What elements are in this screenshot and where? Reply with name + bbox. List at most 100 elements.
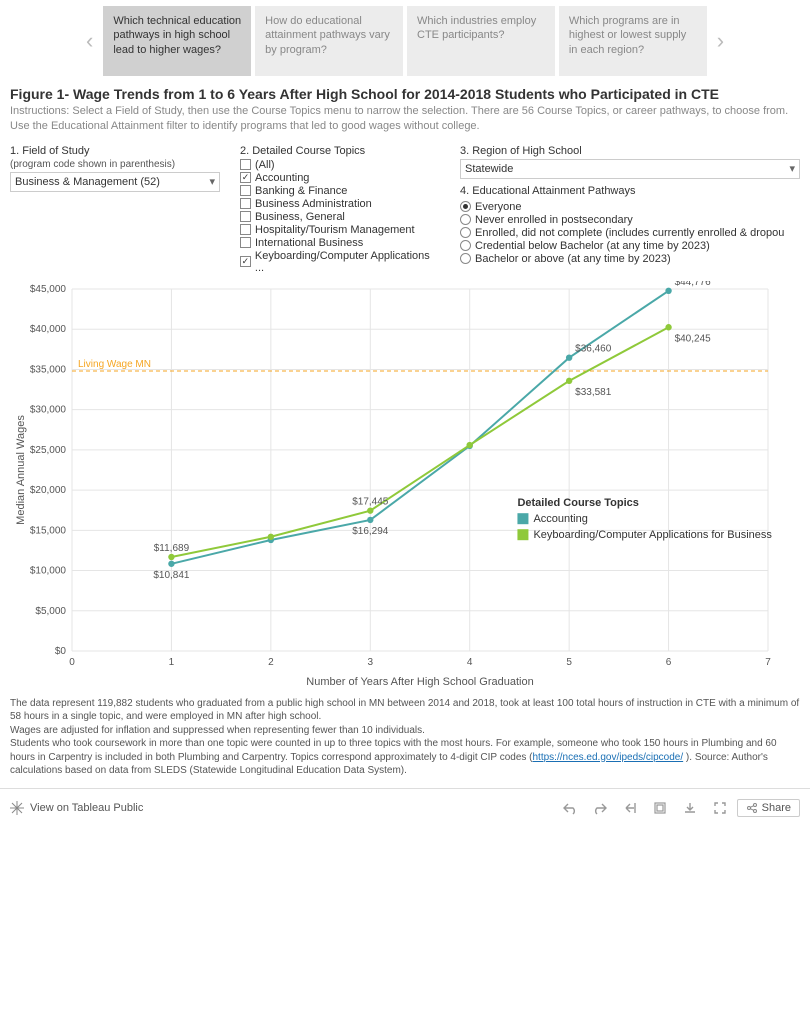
attainment-radio[interactable]: Enrolled, did not complete (includes cur… [460, 227, 800, 239]
svg-text:$25,000: $25,000 [30, 445, 67, 456]
filter-course-topics: 2. Detailed Course Topics (All)Accountin… [240, 145, 440, 275]
tab[interactable]: Which industries employ CTE participants… [407, 6, 555, 76]
filters-region: 1. Field of Study (program code shown in… [10, 145, 800, 275]
svg-text:$15,000: $15,000 [30, 525, 67, 536]
course-topic-checkbox[interactable]: Banking & Finance [240, 185, 440, 197]
filter-label: 2. Detailed Course Topics [240, 145, 440, 157]
svg-text:$45,000: $45,000 [30, 284, 67, 295]
svg-text:6: 6 [666, 657, 672, 668]
tab[interactable]: Which programs are in highest or lowest … [559, 6, 707, 76]
view-on-tableau-label: View on Tableau Public [30, 802, 143, 814]
fullscreen-button[interactable] [707, 797, 733, 819]
svg-text:$33,581: $33,581 [575, 387, 612, 398]
wage-chart: $0$5,000$10,000$15,000$20,000$25,000$30,… [10, 281, 800, 691]
svg-text:$44,776: $44,776 [675, 281, 712, 288]
course-topic-checkbox[interactable]: Keyboarding/Computer Applications ... [240, 250, 440, 274]
region-dropdown[interactable]: Statewide [460, 159, 800, 179]
svg-text:$20,000: $20,000 [30, 485, 67, 496]
share-label: Share [762, 802, 791, 814]
checkbox-label: (All) [255, 159, 275, 171]
course-topic-checkbox[interactable]: Business Administration [240, 198, 440, 210]
footnote: The data represent 119,882 students who … [10, 697, 800, 778]
reset-button[interactable] [617, 797, 643, 819]
download-icon[interactable] [647, 797, 673, 819]
checkbox-label: Banking & Finance [255, 185, 347, 197]
svg-text:5: 5 [566, 657, 572, 668]
filter-field-of-study: 1. Field of Study (program code shown in… [10, 145, 220, 275]
filter-label: 4. Educational Attainment Pathways [460, 185, 800, 197]
radio-icon [460, 201, 471, 212]
svg-text:Living Wage MN: Living Wage MN [78, 359, 151, 370]
svg-text:1: 1 [169, 657, 175, 668]
svg-text:$40,245: $40,245 [675, 333, 712, 344]
radio-icon [460, 253, 471, 264]
svg-text:Keyboarding/Computer Applicati: Keyboarding/Computer Applications for Bu… [533, 529, 772, 541]
dropdown-value: Statewide [465, 163, 513, 175]
checkbox-label: Keyboarding/Computer Applications ... [255, 250, 440, 274]
svg-text:$40,000: $40,000 [30, 324, 67, 335]
share-button[interactable]: Share [737, 799, 800, 817]
svg-text:4: 4 [467, 657, 473, 668]
checkbox-label: International Business [255, 237, 363, 249]
svg-text:$16,294: $16,294 [352, 526, 389, 537]
dropdown-value: Business & Management (52) [15, 176, 160, 188]
checkbox-icon [240, 211, 251, 222]
cip-link[interactable]: https://nces.ed.gov/ipeds/cipcode/ [533, 752, 684, 763]
attainment-radio[interactable]: Never enrolled in postsecondary [460, 214, 800, 226]
svg-text:$17,445: $17,445 [352, 496, 389, 507]
checkbox-label: Business, General [255, 211, 345, 223]
footnote-p3: Students who took coursework in more tha… [10, 737, 800, 778]
radio-icon [460, 240, 471, 251]
radio-label: Bachelor or above (at any time by 2023) [475, 253, 671, 265]
svg-text:$11,689: $11,689 [154, 543, 190, 554]
checkbox-label: Business Administration [255, 198, 372, 210]
tab-next-arrow[interactable]: › [711, 28, 730, 54]
filter-right-col: 3. Region of High School Statewide 4. Ed… [460, 145, 800, 275]
filter-label: 1. Field of Study [10, 145, 220, 157]
checkbox-icon [240, 185, 251, 196]
svg-text:$36,460: $36,460 [575, 343, 612, 354]
attainment-radio[interactable]: Everyone [460, 201, 800, 213]
bottom-toolbar: View on Tableau Public Share [0, 788, 810, 827]
svg-text:3: 3 [368, 657, 374, 668]
radio-label: Enrolled, did not complete (includes cur… [475, 227, 784, 239]
radio-icon [460, 214, 471, 225]
checkbox-icon [240, 224, 251, 235]
svg-text:7: 7 [765, 657, 771, 668]
download-button[interactable] [677, 797, 703, 819]
tab-strip: ‹ Which technical education pathways in … [10, 6, 800, 76]
svg-text:$5,000: $5,000 [35, 606, 66, 617]
svg-text:$10,000: $10,000 [30, 565, 67, 576]
svg-text:$10,841: $10,841 [153, 570, 190, 581]
course-topic-checkbox[interactable]: Hospitality/Tourism Management [240, 224, 440, 236]
figure-title: Figure 1- Wage Trends from 1 to 6 Years … [10, 86, 800, 102]
course-topic-checkbox[interactable]: Accounting [240, 172, 440, 184]
filter-sublabel: (program code shown in parenthesis) [10, 159, 220, 170]
radio-label: Credential below Bachelor (at any time b… [475, 240, 710, 252]
attainment-radio[interactable]: Bachelor or above (at any time by 2023) [460, 253, 800, 265]
view-on-tableau-button[interactable]: View on Tableau Public [10, 801, 143, 815]
course-topic-checkbox[interactable]: International Business [240, 237, 440, 249]
footnote-p1: The data represent 119,882 students who … [10, 697, 800, 724]
redo-button[interactable] [587, 797, 613, 819]
attainment-radio[interactable]: Credential below Bachelor (at any time b… [460, 240, 800, 252]
undo-button[interactable] [557, 797, 583, 819]
tab[interactable]: How do educational attainment pathways v… [255, 6, 403, 76]
course-topic-checkbox[interactable]: Business, General [240, 211, 440, 223]
tab-prev-arrow[interactable]: ‹ [80, 28, 99, 54]
share-icon [746, 802, 758, 814]
checkbox-label: Hospitality/Tourism Management [255, 224, 415, 236]
svg-text:$35,000: $35,000 [30, 364, 67, 375]
checkbox-icon [240, 237, 251, 248]
checkbox-icon [240, 159, 251, 170]
checkbox-icon [240, 256, 251, 267]
footnote-p2: Wages are adjusted for inflation and sup… [10, 724, 800, 738]
svg-text:$30,000: $30,000 [30, 404, 67, 415]
checkbox-icon [240, 172, 251, 183]
svg-text:Detailed Course Topics: Detailed Course Topics [517, 497, 638, 509]
figure-instructions: Instructions: Select a Field of Study, t… [10, 104, 800, 135]
course-topic-checkbox[interactable]: (All) [240, 159, 440, 171]
field-of-study-dropdown[interactable]: Business & Management (52) [10, 172, 220, 192]
checkbox-label: Accounting [255, 172, 309, 184]
tab[interactable]: Which technical education pathways in hi… [103, 6, 251, 76]
